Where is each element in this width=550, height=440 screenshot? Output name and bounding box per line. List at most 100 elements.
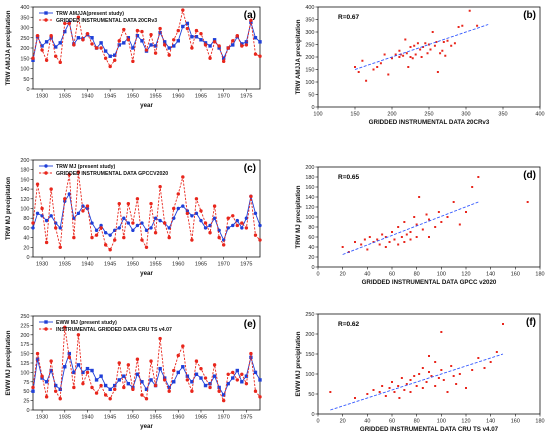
scatter-point bbox=[372, 241, 375, 243]
data-point bbox=[221, 59, 226, 64]
y-tick-label: 300 bbox=[20, 26, 29, 32]
scatter-point bbox=[458, 373, 461, 375]
data-point bbox=[217, 389, 221, 393]
data-point bbox=[217, 44, 221, 48]
scatter-point bbox=[383, 53, 386, 56]
series-present-study bbox=[31, 192, 262, 242]
y-tick-label: 140 bbox=[20, 187, 29, 193]
data-point bbox=[90, 36, 94, 40]
data-point bbox=[108, 387, 112, 392]
data-point bbox=[103, 243, 108, 247]
scatter-point bbox=[471, 369, 474, 371]
data-point bbox=[103, 383, 108, 388]
data-point bbox=[144, 245, 149, 250]
data-point bbox=[167, 53, 171, 57]
scatter-point bbox=[425, 213, 428, 216]
data-point bbox=[158, 218, 162, 223]
scatter-point bbox=[384, 236, 387, 238]
x-tick-label: 1940 bbox=[81, 415, 93, 421]
y-tick-label: 150 bbox=[305, 352, 314, 358]
data-point bbox=[126, 221, 131, 225]
data-point bbox=[126, 201, 131, 206]
x-tick-label: 1930 bbox=[36, 94, 48, 100]
data-point bbox=[31, 226, 35, 230]
data-point bbox=[235, 33, 240, 38]
data-point bbox=[122, 385, 126, 390]
data-point bbox=[49, 214, 53, 218]
data-point bbox=[158, 26, 162, 31]
data-point bbox=[126, 38, 131, 42]
scatter-point bbox=[425, 381, 428, 383]
x-tick-label: 160 bbox=[511, 419, 520, 425]
scatter-point bbox=[476, 24, 479, 27]
data-point bbox=[258, 238, 262, 242]
y-tick-label: 40 bbox=[23, 236, 29, 242]
data-point bbox=[140, 221, 144, 225]
data-point bbox=[76, 15, 81, 19]
y-tick-label: 0 bbox=[311, 105, 314, 111]
data-point bbox=[203, 226, 208, 230]
chart-panel-a: 0 50 100 150 200 250 300 350 400 1930 1935 1940 1945… bbox=[5, 5, 262, 109]
scatter-point bbox=[368, 236, 371, 238]
data-point bbox=[135, 223, 140, 228]
x-tick-label: 0 bbox=[316, 272, 319, 278]
data-point bbox=[258, 378, 262, 382]
y-tick-label: 180 bbox=[305, 175, 314, 181]
x-tick-label: 0 bbox=[316, 419, 319, 425]
data-point bbox=[185, 378, 190, 382]
y-tick-label: 175 bbox=[20, 342, 29, 348]
y-tick-label: 50 bbox=[23, 389, 29, 395]
x-tick-label: 1950 bbox=[127, 415, 139, 421]
data-point bbox=[158, 184, 162, 189]
data-point bbox=[199, 38, 203, 42]
scatter-point bbox=[366, 393, 369, 395]
scatter-point bbox=[436, 71, 439, 73]
x-tick-label: 150 bbox=[350, 112, 359, 118]
data-point bbox=[140, 393, 144, 397]
scatter-point bbox=[391, 231, 393, 233]
series-line bbox=[32, 172, 261, 251]
scatter-point bbox=[440, 369, 443, 371]
x-tick-label: 80 bbox=[414, 419, 420, 425]
scatter-point bbox=[502, 323, 504, 325]
data-point bbox=[49, 187, 53, 191]
data-point bbox=[108, 54, 112, 58]
data-point bbox=[203, 383, 208, 388]
y-tick-label: 0 bbox=[311, 412, 314, 418]
data-point bbox=[181, 8, 185, 12]
data-point bbox=[53, 389, 58, 393]
y-tick-label: 60 bbox=[23, 226, 29, 232]
x-tick-label: 1950 bbox=[127, 262, 139, 268]
data-point bbox=[244, 381, 249, 386]
x-tick-label: 100 bbox=[437, 272, 446, 278]
chart-panel-d: 0 20 40 60 80 100 120 140 160 180 200 0 20 40 60 80 100 1… bbox=[295, 165, 545, 286]
scatter-point bbox=[403, 241, 406, 243]
chart-panel-c: 0 20 40 60 80 100 120 140 160 180 200 1930 1935 1940 1… bbox=[5, 158, 262, 277]
x-tick-label: 400 bbox=[535, 112, 544, 118]
scatter-point bbox=[422, 46, 425, 48]
data-point bbox=[117, 361, 121, 365]
data-point bbox=[99, 383, 103, 388]
data-point bbox=[72, 370, 76, 375]
data-point bbox=[117, 201, 121, 206]
scatter-point bbox=[381, 385, 384, 387]
scatter-point bbox=[444, 54, 447, 57]
data-point bbox=[103, 49, 108, 53]
data-point bbox=[58, 60, 62, 65]
data-point bbox=[31, 389, 35, 393]
data-point bbox=[63, 325, 67, 329]
y-tick-label: 20 bbox=[308, 255, 314, 261]
data-point bbox=[58, 245, 62, 250]
y-tick-label: 25 bbox=[23, 399, 29, 405]
scatter-point bbox=[388, 387, 391, 389]
data-point bbox=[221, 243, 226, 247]
x-tick-label: 1965 bbox=[195, 262, 207, 268]
x-tick-label: 300 bbox=[461, 112, 470, 118]
data-point bbox=[94, 228, 99, 233]
data-point bbox=[149, 201, 153, 206]
data-point bbox=[176, 192, 180, 196]
scatter-point bbox=[404, 38, 407, 41]
y-tick-label: 250 bbox=[20, 36, 29, 42]
y-tick-label: 400 bbox=[20, 5, 29, 11]
scatter-point bbox=[405, 52, 408, 55]
